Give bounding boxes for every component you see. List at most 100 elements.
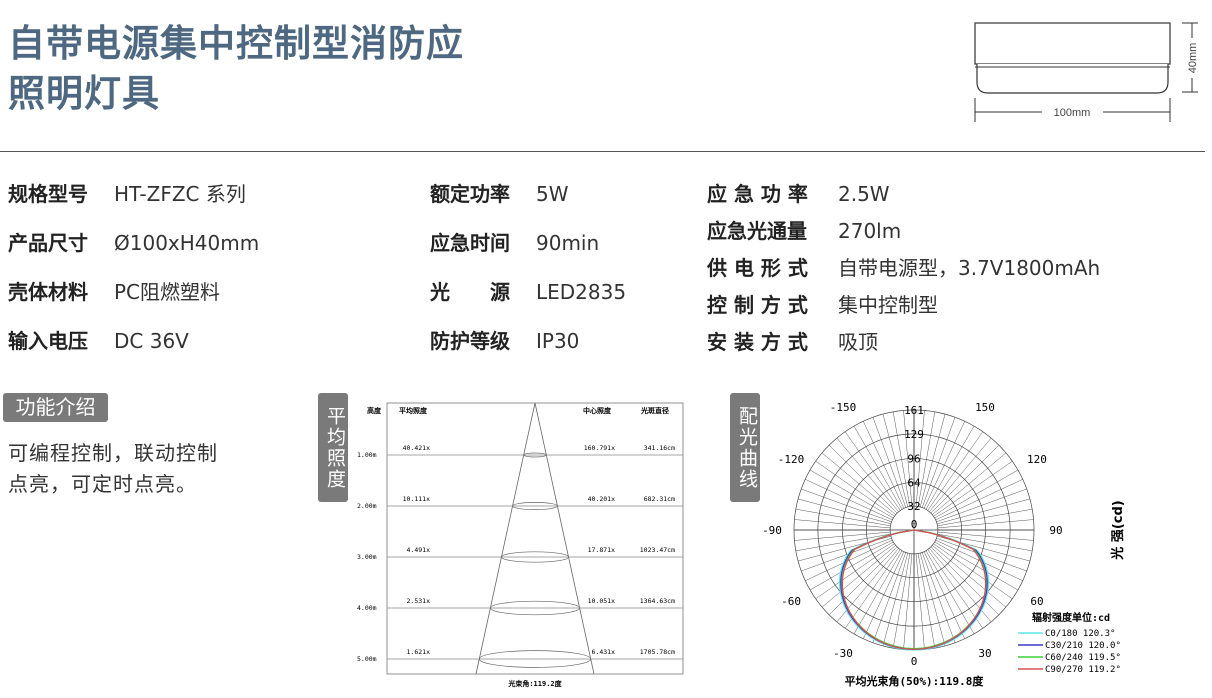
features-line-2: 点亮，可定时点亮。 bbox=[8, 472, 197, 496]
grid-spoke bbox=[934, 541, 1019, 591]
row-height: 3.00m bbox=[357, 553, 377, 561]
row-avg: 10.111x bbox=[403, 495, 430, 503]
polar-grid bbox=[793, 409, 1035, 651]
grid-spoke bbox=[794, 531, 891, 541]
grid-spoke bbox=[828, 444, 898, 514]
radial-tick-label: 161 bbox=[904, 404, 924, 417]
angle-label: -90 bbox=[762, 524, 782, 537]
radial-tick-label: 32 bbox=[907, 500, 920, 513]
spec-row: 额定功率 5W bbox=[430, 181, 569, 207]
spec-label: 安 装 方 式 bbox=[707, 330, 808, 354]
radial-tick-label: 64 bbox=[907, 476, 921, 489]
row-diameter: 682.31cm bbox=[644, 495, 675, 503]
row-height: 2.00m bbox=[357, 502, 377, 510]
grid-spoke bbox=[821, 452, 896, 515]
row-height: 1.00m bbox=[357, 451, 377, 459]
angle-label: -150 bbox=[830, 401, 857, 414]
light-spot-ellipse bbox=[512, 502, 558, 510]
grid-spoke bbox=[882, 414, 909, 507]
row-avg: 2.531x bbox=[407, 597, 431, 605]
grid-spoke bbox=[927, 549, 984, 629]
grid-spoke bbox=[921, 552, 956, 643]
title-line-2: 照明灯具 bbox=[8, 72, 160, 115]
grid-spoke bbox=[930, 444, 1000, 514]
spec-row: 应急时间 90min bbox=[430, 230, 599, 256]
grid-spoke bbox=[917, 411, 936, 507]
spec-value: LED2835 bbox=[536, 280, 627, 304]
grid-spoke bbox=[795, 533, 891, 552]
grid-spoke bbox=[872, 552, 907, 643]
grid-spoke bbox=[937, 519, 1034, 529]
grid-spoke bbox=[815, 543, 895, 600]
row-diameter: 341.16cm bbox=[644, 444, 675, 452]
grid-spoke bbox=[919, 553, 946, 646]
grid-spoke bbox=[936, 488, 1027, 523]
spec-label: 应急时间 bbox=[430, 231, 510, 255]
row-avg: 40.421x bbox=[403, 444, 430, 452]
dimension-drawing: 100mm 40mm bbox=[974, 22, 1199, 122]
row-center: 17.871x bbox=[588, 546, 615, 554]
grid-spoke bbox=[795, 508, 891, 527]
grid-spoke bbox=[933, 460, 1013, 517]
spec-value: 自带电源型，3.7V1800mAh bbox=[838, 256, 1101, 280]
grid-spoke bbox=[903, 553, 913, 650]
divider bbox=[0, 151, 1205, 152]
grid-spoke bbox=[934, 469, 1019, 519]
spec-value: DC 36V bbox=[114, 329, 189, 353]
header-avg: 平均照度 bbox=[399, 406, 428, 415]
grid-spoke bbox=[853, 550, 903, 635]
radial-tick-label: 0 bbox=[911, 518, 918, 531]
grid-spoke bbox=[923, 421, 965, 509]
spec-row: 安 装 方 式 吸顶 bbox=[707, 329, 878, 355]
spec-label: 防护等级 bbox=[430, 329, 510, 353]
spec-label: 产品尺寸 bbox=[8, 231, 88, 255]
row-diameter: 1023.47cm bbox=[640, 546, 675, 554]
spec-row: 产品尺寸 Ø100xH40mm bbox=[8, 230, 259, 256]
header-center: 中心照度 bbox=[583, 406, 612, 415]
row-center: 10.051x bbox=[588, 597, 615, 605]
legend-entry: C90/270 119.2° bbox=[1045, 665, 1121, 675]
spec-value: HT-ZFZC 系列 bbox=[114, 182, 246, 206]
spec-row: 壳体材料 PC阻燃塑料 bbox=[8, 279, 220, 305]
grid-ring bbox=[865, 481, 963, 579]
spec-value: 2.5W bbox=[838, 182, 890, 206]
grid-spoke bbox=[917, 553, 936, 649]
angle-label: -30 bbox=[833, 647, 853, 660]
spec-row: 控 制 方 式 集中控制型 bbox=[707, 292, 938, 318]
light-spot-ellipse bbox=[478, 650, 592, 668]
grid-spoke bbox=[892, 553, 911, 649]
row-diameter: 1705.78cm bbox=[640, 648, 675, 656]
spec-row: 供 电 形 式 自带电源型，3.7V1800mAh bbox=[707, 255, 1100, 281]
spec-row: 应 急 功 率 2.5W bbox=[707, 181, 890, 207]
radial-tick-label: 96 bbox=[907, 452, 920, 465]
axis-label: 光 强(cd) bbox=[1110, 500, 1126, 560]
grid-spoke bbox=[932, 545, 1007, 608]
grid-spoke bbox=[935, 479, 1023, 521]
grid-spoke bbox=[923, 551, 965, 639]
spec-value: IP30 bbox=[536, 329, 580, 353]
spec-label: 规格型号 bbox=[8, 182, 88, 206]
grid-spoke bbox=[836, 437, 899, 512]
grid-spoke bbox=[801, 488, 892, 523]
light-spot-ellipse bbox=[523, 452, 547, 458]
grid-spoke bbox=[936, 537, 1027, 572]
grid-spoke bbox=[919, 414, 946, 507]
spec-label: 额定功率 bbox=[430, 182, 510, 206]
grid-ring bbox=[817, 433, 1011, 627]
legend-entry: C30/210 120.0° bbox=[1045, 641, 1121, 651]
average-beam-angle: 平均光束角(50%):119.8度 bbox=[845, 674, 985, 688]
grid-spoke bbox=[828, 546, 898, 616]
angle-label: 30 bbox=[978, 647, 991, 660]
grid-spoke bbox=[927, 431, 984, 511]
grid-spoke bbox=[863, 421, 905, 509]
light-spot-ellipse bbox=[490, 600, 580, 616]
grid-spoke bbox=[937, 533, 1033, 552]
grid-spoke bbox=[853, 425, 903, 510]
grid-spoke bbox=[798, 498, 891, 525]
grid-spoke bbox=[805, 479, 893, 521]
spec-label: 光 源 bbox=[430, 280, 510, 304]
width-dimension: 100mm bbox=[1054, 107, 1091, 119]
light-distribution-badge: 配光曲线 bbox=[730, 393, 760, 502]
row-height: 4.00m bbox=[357, 604, 377, 612]
spec-label: 应急光通量 bbox=[707, 219, 807, 243]
